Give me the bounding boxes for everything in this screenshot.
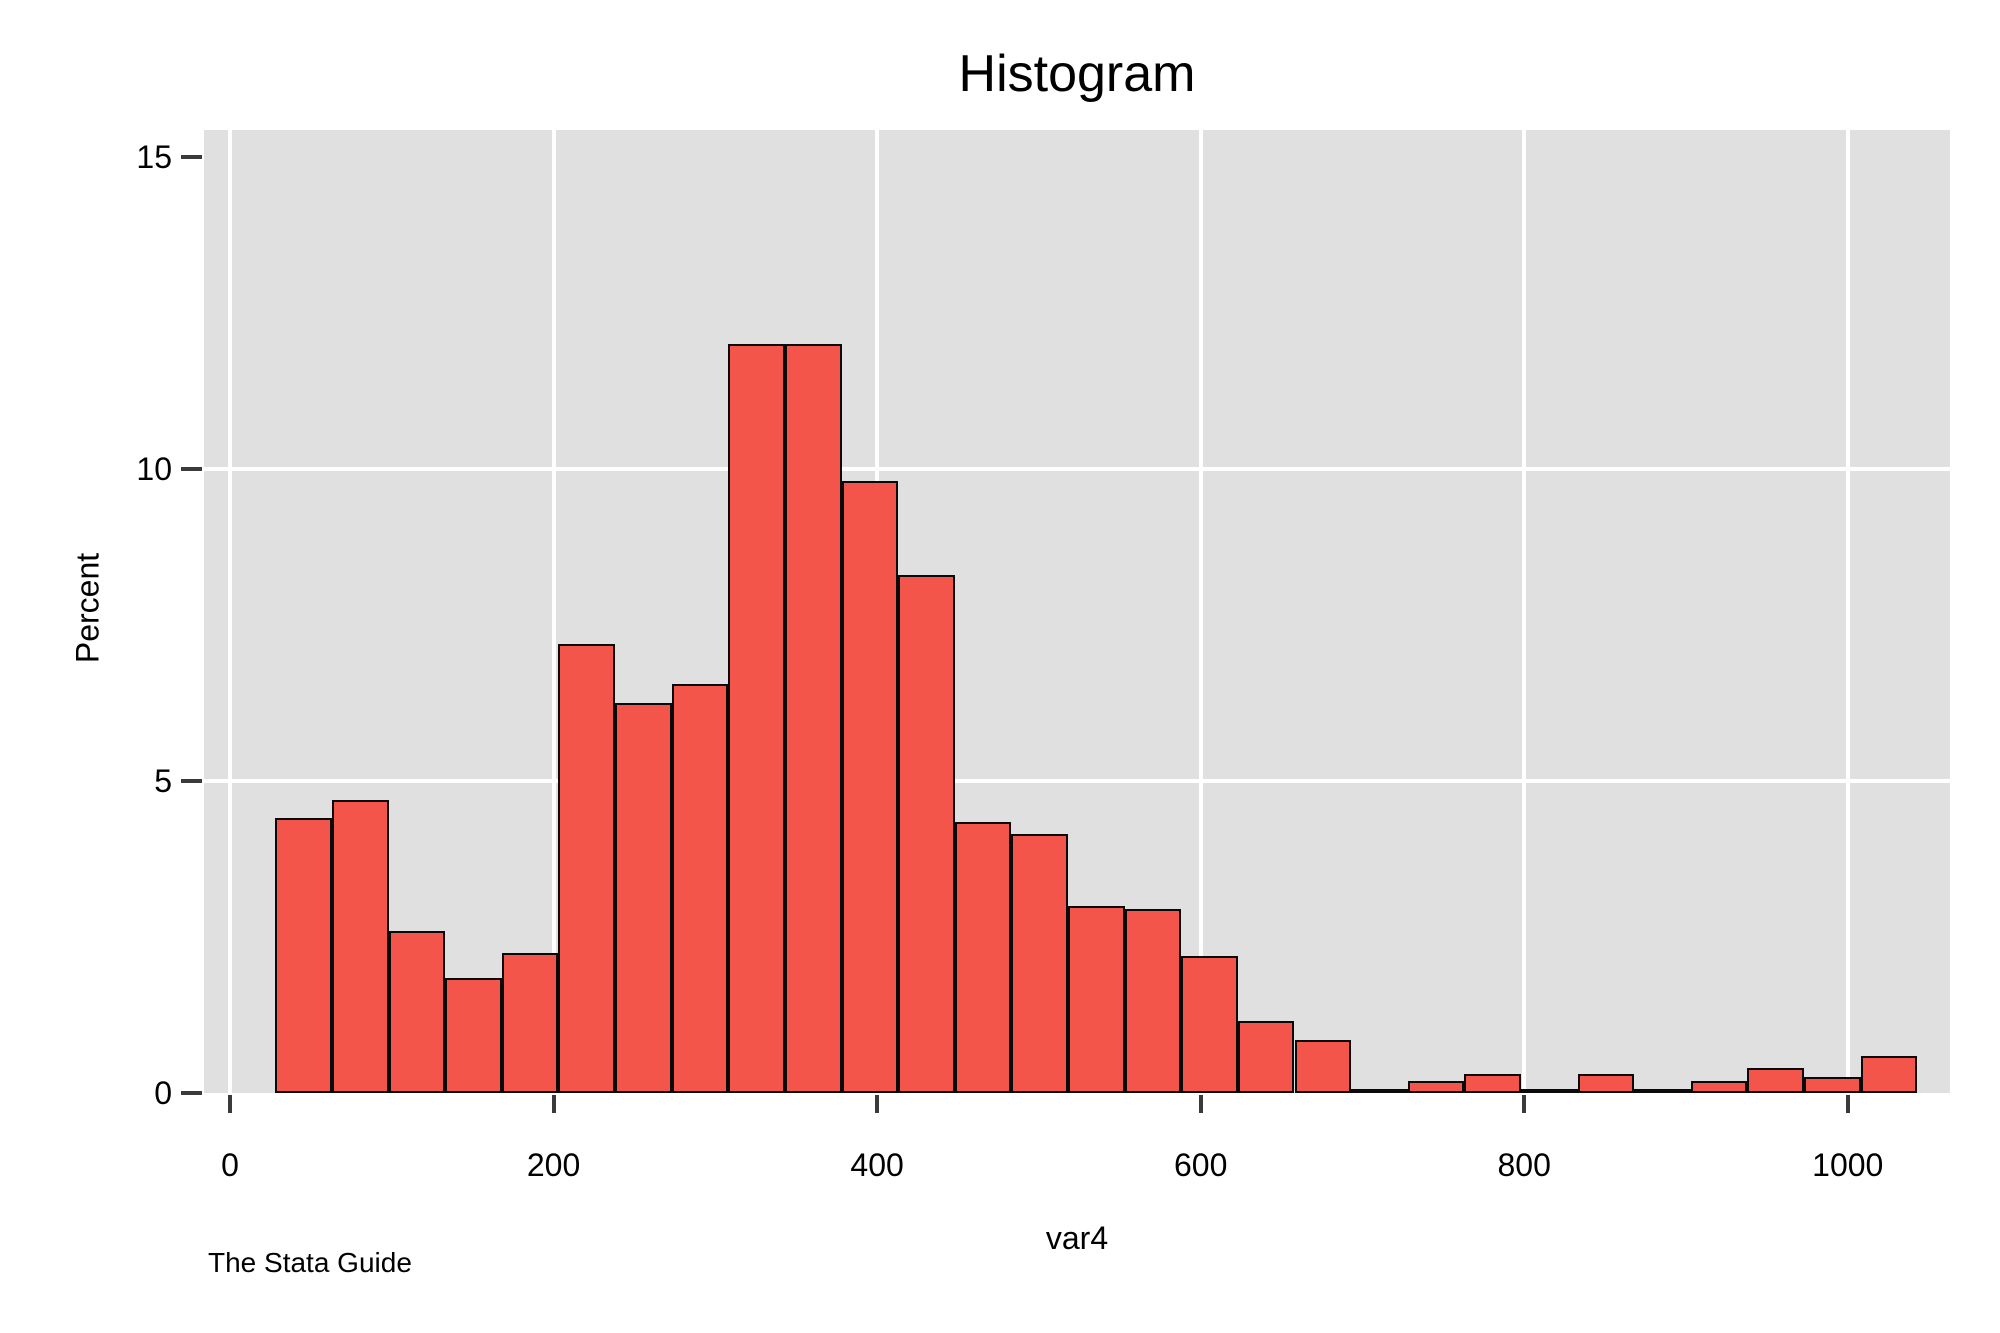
y-axis-title: Percent bbox=[69, 552, 106, 664]
x-gridline bbox=[228, 130, 233, 1093]
x-gridline bbox=[1198, 130, 1203, 1093]
x-axis-tick bbox=[551, 1095, 556, 1113]
caption-text: The Stata Guide bbox=[208, 1247, 412, 1278]
y-axis-tick bbox=[181, 778, 202, 783]
histogram-bar bbox=[954, 821, 1012, 1093]
histogram-bar bbox=[615, 702, 672, 1093]
plot-area bbox=[204, 130, 1950, 1093]
histogram-bar bbox=[1294, 1039, 1352, 1093]
x-gridline bbox=[1845, 130, 1850, 1093]
histogram-bar bbox=[728, 344, 785, 1093]
y-axis-tick-label: 15 bbox=[136, 138, 172, 175]
y-axis-tick-label: 0 bbox=[154, 1075, 172, 1111]
histogram-bar bbox=[1860, 1055, 1918, 1093]
x-axis-tick-label: 0 bbox=[221, 1147, 239, 1183]
histogram-bar bbox=[275, 818, 332, 1093]
histogram-bar bbox=[501, 952, 559, 1093]
y-axis-tick-label: 5 bbox=[154, 762, 172, 799]
histogram-bar bbox=[1520, 1088, 1578, 1093]
x-axis-tick-label: 200 bbox=[526, 1147, 581, 1183]
x-axis-tick bbox=[1845, 1095, 1850, 1113]
histogram-bar bbox=[841, 481, 899, 1093]
histogram-bar bbox=[1464, 1074, 1521, 1093]
x-axis-tick bbox=[875, 1095, 880, 1113]
y-axis-tick bbox=[181, 466, 202, 471]
histogram-bar bbox=[1634, 1088, 1691, 1093]
histogram-bar bbox=[1690, 1080, 1748, 1093]
histogram-bar bbox=[1351, 1088, 1408, 1093]
x-axis-tick-label: 1000 bbox=[1812, 1147, 1884, 1183]
x-axis-tick bbox=[228, 1095, 233, 1113]
histogram-bar bbox=[671, 684, 729, 1093]
x-gridline bbox=[1522, 130, 1527, 1093]
histogram-bar bbox=[1804, 1077, 1861, 1093]
histogram-bar bbox=[388, 930, 446, 1093]
histogram-bar bbox=[445, 977, 502, 1093]
y-axis-tick bbox=[181, 1091, 202, 1095]
histogram-bar bbox=[558, 643, 616, 1093]
histogram-bar bbox=[784, 344, 842, 1093]
histogram-bar bbox=[1181, 955, 1238, 1093]
x-axis-tick bbox=[1198, 1095, 1203, 1113]
x-axis-tick-label: 400 bbox=[850, 1147, 904, 1183]
y-axis-tick bbox=[181, 154, 202, 159]
y-axis-tick-label: 10 bbox=[136, 450, 172, 487]
y-gridline bbox=[204, 466, 1950, 471]
x-axis-tick-label: 800 bbox=[1497, 1147, 1551, 1183]
histogram-bar bbox=[898, 574, 955, 1093]
histogram-bar bbox=[1407, 1080, 1465, 1093]
histogram-bar bbox=[331, 799, 389, 1093]
histogram-bar bbox=[1747, 1068, 1805, 1093]
x-axis-tick bbox=[1522, 1095, 1527, 1113]
chart-title: Histogram bbox=[958, 45, 1196, 103]
histogram-bar bbox=[1011, 833, 1068, 1093]
histogram-bar bbox=[1237, 1021, 1295, 1093]
x-gridline bbox=[551, 130, 556, 1093]
x-axis-tick-label: 600 bbox=[1173, 1147, 1228, 1183]
x-axis-title: var4 bbox=[1045, 1220, 1109, 1256]
histogram-bar bbox=[1068, 905, 1125, 1093]
y-gridline bbox=[204, 778, 1950, 783]
histogram-bar bbox=[1124, 908, 1182, 1093]
histogram-bar bbox=[1577, 1074, 1635, 1093]
